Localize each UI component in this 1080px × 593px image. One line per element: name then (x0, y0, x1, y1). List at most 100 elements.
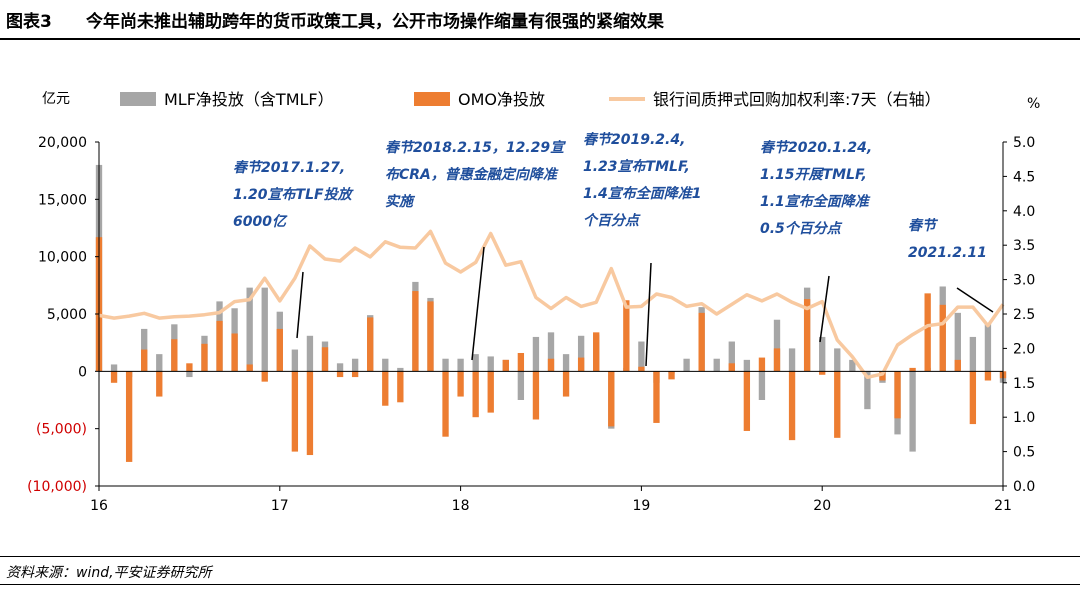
bar-omo (984, 371, 992, 381)
bar-mlf (261, 287, 268, 372)
left-tick-label: 15,000 (38, 192, 87, 208)
bar-mlf (849, 359, 856, 372)
bar-mlf (728, 341, 735, 372)
legend-label-omo: OMO净投放 (458, 90, 545, 109)
x-tick-label: 19 (632, 498, 650, 514)
bar-omo (321, 347, 329, 372)
bar-mlf (336, 363, 344, 372)
bar-omo (125, 371, 133, 462)
bar-omo (427, 301, 434, 372)
annotation-line: 1.15开展TMLF, (760, 167, 867, 183)
bar-omo (577, 357, 585, 372)
bar-omo (382, 371, 389, 406)
annotation-line: 春节 (908, 217, 939, 234)
bar-omo (442, 371, 449, 437)
right-tick-label: 3.5 (1013, 238, 1035, 254)
left-tick-label: 20,000 (38, 135, 87, 151)
bar-omo (954, 359, 961, 372)
annotation-text: 春节2019.2.4, 1.23宣布TMLF, 1.4宣布全面降准1 个百分点 (583, 131, 702, 229)
bar-omo (788, 371, 796, 441)
bar-mlf (638, 341, 645, 372)
annotation-line: 春节2020.1.24, (760, 139, 872, 156)
bar-omo (216, 320, 223, 372)
bar-omo (879, 371, 886, 381)
line-series-group (98, 229, 1005, 380)
left-tick-label: (10,000) (27, 479, 87, 495)
legend-label-rate: 银行间质押式回购加权利率:7天（右轴） (653, 90, 941, 109)
bar-omo (110, 371, 118, 383)
bar-omo (351, 371, 359, 378)
x-tick-label: 21 (994, 498, 1012, 514)
bar-mlf (758, 371, 766, 400)
right-tick-label: 2.5 (1013, 307, 1035, 323)
right-axis-unit: % (1027, 96, 1040, 112)
bar-omo (924, 293, 931, 372)
bar-omo (819, 371, 826, 375)
bar-mlf (834, 348, 841, 372)
bar-mlf (291, 349, 299, 372)
bar-mlf (110, 364, 118, 372)
bar-omo (623, 300, 630, 372)
bar-omo (291, 371, 299, 452)
bar-omo (412, 291, 419, 372)
annotation-line: 春节2017.1.27, (233, 159, 345, 176)
bar-omo (336, 371, 344, 378)
annotation-pointer (819, 275, 830, 343)
right-tick-label: 0.0 (1013, 479, 1035, 495)
bar-omo (246, 364, 253, 372)
bar-omo (532, 371, 540, 420)
left-tick-label: 10,000 (38, 250, 87, 266)
chart-header: 图表3 今年尚未推出辅助跨年的货币政策工具，公开市场操作缩量有很强的紧缩效果 (0, 0, 1080, 40)
line-repo-rate (98, 229, 1005, 380)
left-axis-unit: 亿元 (42, 91, 70, 107)
annotation-line: 0.5个百分点 (760, 220, 843, 237)
bar-mlf (246, 287, 253, 372)
bar-omo (171, 339, 178, 372)
bar-omo (397, 371, 404, 403)
x-tick-label: 16 (90, 498, 108, 514)
figure-label: 图表3 (6, 12, 52, 32)
bar-mlf (186, 371, 193, 378)
bar-omo (894, 371, 901, 419)
left-tick-label: 0 (78, 364, 87, 380)
chart-title: 今年尚未推出辅助跨年的货币政策工具，公开市场操作缩量有很强的紧缩效果 (86, 12, 664, 32)
bar-mlf (306, 335, 314, 372)
bar-omo (803, 299, 811, 372)
annotation-text: 春节 2021.2.11 (908, 217, 987, 261)
annotation-line: 春节2018.2.15，12.29宣 (385, 139, 566, 156)
bar-mlf (442, 358, 449, 372)
bar-mlf (487, 356, 494, 372)
annotation-text: 春节2017.1.27, 1.20宣布TLF投放 6000亿 (233, 159, 355, 230)
right-tick-label: 4.0 (1013, 204, 1035, 220)
bar-omo (156, 371, 163, 397)
bar-omo (472, 371, 479, 418)
bar-mlf (457, 358, 464, 372)
bar-omo (969, 371, 977, 425)
right-tick-label: 3.0 (1013, 273, 1035, 289)
annotation-line: 1.23宣布TMLF, (583, 158, 690, 175)
bar-omo (547, 358, 555, 372)
right-tick-label: 0.5 (1013, 445, 1035, 461)
axes-group: 20,000 15,000 10,000 5,000 0 (5,000) (10,000) 5… (27, 91, 1040, 514)
annotation-line: 1.20宣布TLF投放 (233, 186, 355, 203)
bar-mlf (788, 348, 796, 372)
annotation-line: 春节2019.2.4, (583, 131, 685, 148)
source-note: 资料来源：wind,平安证券研究所 (6, 565, 212, 581)
bar-mlf (969, 336, 977, 372)
bar-omo (939, 304, 946, 372)
annotation-line: 2021.2.11 (908, 245, 987, 261)
chart-canvas: 20,000 15,000 10,000 5,000 0 (5,000) (10,000) 5… (27, 90, 1040, 514)
footer-divider-bottom (0, 584, 1080, 585)
bar-mlf (577, 335, 585, 372)
bar-omo (773, 348, 781, 372)
bar-omo (909, 367, 916, 372)
bar-omo (638, 366, 645, 372)
bar-omo (758, 357, 766, 372)
right-tick-label: 4.5 (1013, 169, 1035, 185)
annotation-pointer (956, 287, 994, 313)
annotation-line: 1.4宣布全面降准1 (583, 185, 702, 202)
annotation-text: 春节2018.2.15，12.29宣布CRA，普惠金融定向降准实施 (385, 139, 566, 210)
bar-omo (728, 363, 735, 372)
bar-omo (186, 363, 193, 372)
bar-series-group (95, 164, 1007, 462)
